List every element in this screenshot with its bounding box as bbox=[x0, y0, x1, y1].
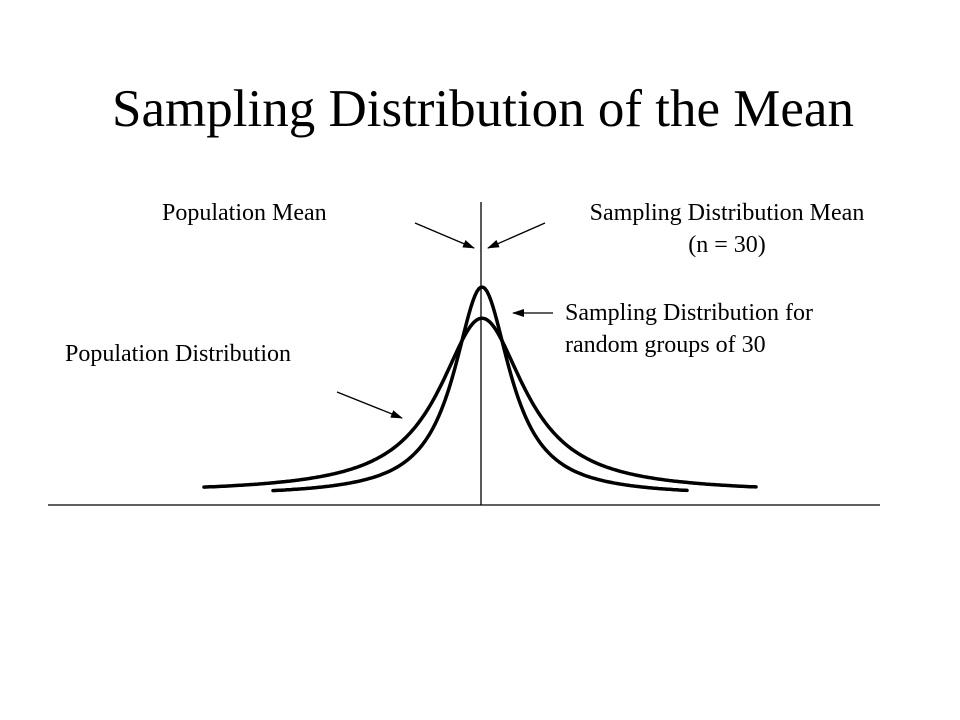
slide-title: Sampling Distribution of the Mean bbox=[112, 80, 854, 138]
sampling-distribution-curve bbox=[271, 285, 689, 493]
population-distribution-arrow bbox=[336, 391, 403, 419]
population-mean-label: Population Mean bbox=[162, 197, 327, 229]
sampling-dist-line1: Sampling Distribution for bbox=[565, 300, 813, 326]
sampling-dist-line2: random groups of 30 bbox=[565, 332, 766, 358]
population-mean-text: Population Mean bbox=[162, 200, 327, 226]
sampling-distribution-label: Sampling Distribution for random groups … bbox=[565, 297, 813, 361]
sampling-mean-line1: Sampling Distribution Mean bbox=[589, 200, 865, 226]
population-mean-arrow bbox=[414, 222, 475, 249]
sampling-distribution-mean-label: Sampling Distribution Mean (n = 30) bbox=[542, 197, 912, 261]
sampling-mean-arrow bbox=[487, 222, 546, 249]
sampling-mean-line2: (n = 30) bbox=[688, 232, 766, 258]
population-distribution-label: Population Distribution bbox=[65, 338, 291, 370]
population-distribution-curve bbox=[202, 316, 758, 489]
population-dist-text: Population Distribution bbox=[65, 341, 292, 367]
